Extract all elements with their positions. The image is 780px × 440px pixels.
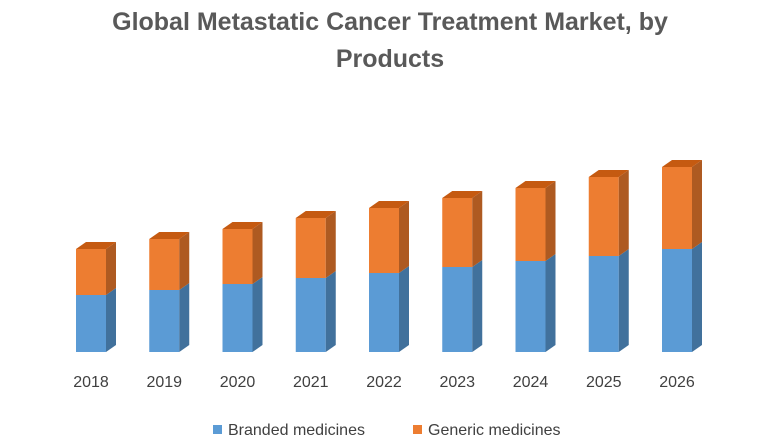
bar-side-generic-2026 — [692, 160, 702, 249]
bar-stack-2025 — [588, 170, 629, 352]
bar-top-2022 — [369, 201, 409, 208]
bar-side-generic-2021 — [325, 211, 336, 278]
bar-stack-2026 — [662, 160, 702, 352]
bar-top-2020 — [222, 222, 263, 229]
x-tick-label: 2022 — [366, 374, 402, 391]
legend-swatch-generic — [413, 425, 422, 434]
bar-stack-2021 — [295, 211, 336, 352]
bar-generic-2024 — [515, 188, 546, 261]
bar-branded-2024 — [515, 261, 546, 352]
bar-side-branded-2019 — [179, 283, 190, 352]
bar-stack-2023 — [442, 191, 483, 352]
bar-generic-2026 — [662, 167, 692, 249]
x-tick-label: 2024 — [513, 374, 549, 391]
bar-top-2021 — [295, 211, 336, 218]
bar-branded-2022 — [369, 273, 399, 352]
bar-top-2019 — [149, 232, 190, 239]
bar-side-branded-2024 — [545, 254, 556, 352]
legend-label-generic: Generic medicines — [428, 422, 561, 439]
bar-generic-2020 — [222, 229, 253, 284]
legend: Branded medicines Generic medicines — [213, 422, 561, 439]
bar-generic-2018 — [76, 249, 106, 295]
bar-side-branded-2025 — [618, 249, 629, 352]
bar-top-2026 — [662, 160, 702, 167]
bar-side-branded-2026 — [692, 242, 702, 352]
x-tick-label: 2026 — [659, 374, 695, 391]
bar-branded-2019 — [149, 290, 180, 352]
bar-generic-2023 — [442, 198, 473, 267]
x-tick-label: 2018 — [73, 374, 109, 391]
bar-side-generic-2023 — [472, 191, 483, 267]
x-tick-label: 2021 — [293, 374, 329, 391]
x-tick-label: 2020 — [220, 374, 256, 391]
bar-stack-2022 — [369, 201, 409, 352]
bar-side-generic-2020 — [252, 222, 263, 284]
bar-branded-2025 — [588, 256, 619, 352]
legend-swatch-branded — [213, 425, 222, 434]
bar-side-generic-2024 — [545, 181, 556, 261]
bar-branded-2021 — [295, 278, 326, 352]
bar-branded-2023 — [442, 267, 473, 352]
bar-top-2023 — [442, 191, 483, 198]
bar-side-branded-2022 — [399, 266, 409, 352]
legend-label-branded: Branded medicines — [228, 422, 365, 439]
bar-generic-2025 — [588, 177, 619, 256]
bar-generic-2022 — [369, 208, 399, 273]
bar-generic-2019 — [149, 239, 180, 290]
chart-title-line-2: Products — [335, 45, 445, 73]
bar-generic-2021 — [295, 218, 326, 278]
bar-stack-2020 — [222, 222, 263, 352]
x-tick-label: 2023 — [439, 374, 475, 391]
bar-stack-2018 — [76, 242, 116, 352]
bar-side-branded-2021 — [325, 271, 336, 352]
x-tick-label: 2019 — [146, 374, 182, 391]
bar-branded-2018 — [76, 295, 106, 352]
bar-top-2018 — [76, 242, 116, 249]
bar-stack-2024 — [515, 181, 556, 352]
bar-side-branded-2020 — [252, 277, 263, 352]
bar-side-generic-2018 — [106, 242, 116, 295]
bar-top-2024 — [515, 181, 556, 188]
bar-branded-2026 — [662, 249, 692, 352]
x-tick-label: 2025 — [586, 374, 622, 391]
bar-top-2025 — [588, 170, 629, 177]
bar-stack-2019 — [149, 232, 190, 352]
bar-branded-2020 — [222, 284, 253, 352]
chart-title-line-1: Global Metastatic Cancer Treatment Marke… — [112, 8, 668, 36]
bar-side-generic-2025 — [618, 170, 629, 256]
bar-side-branded-2023 — [472, 260, 483, 352]
bar-side-branded-2018 — [106, 288, 116, 352]
bar-side-generic-2022 — [399, 201, 409, 273]
bar-side-generic-2019 — [179, 232, 190, 290]
